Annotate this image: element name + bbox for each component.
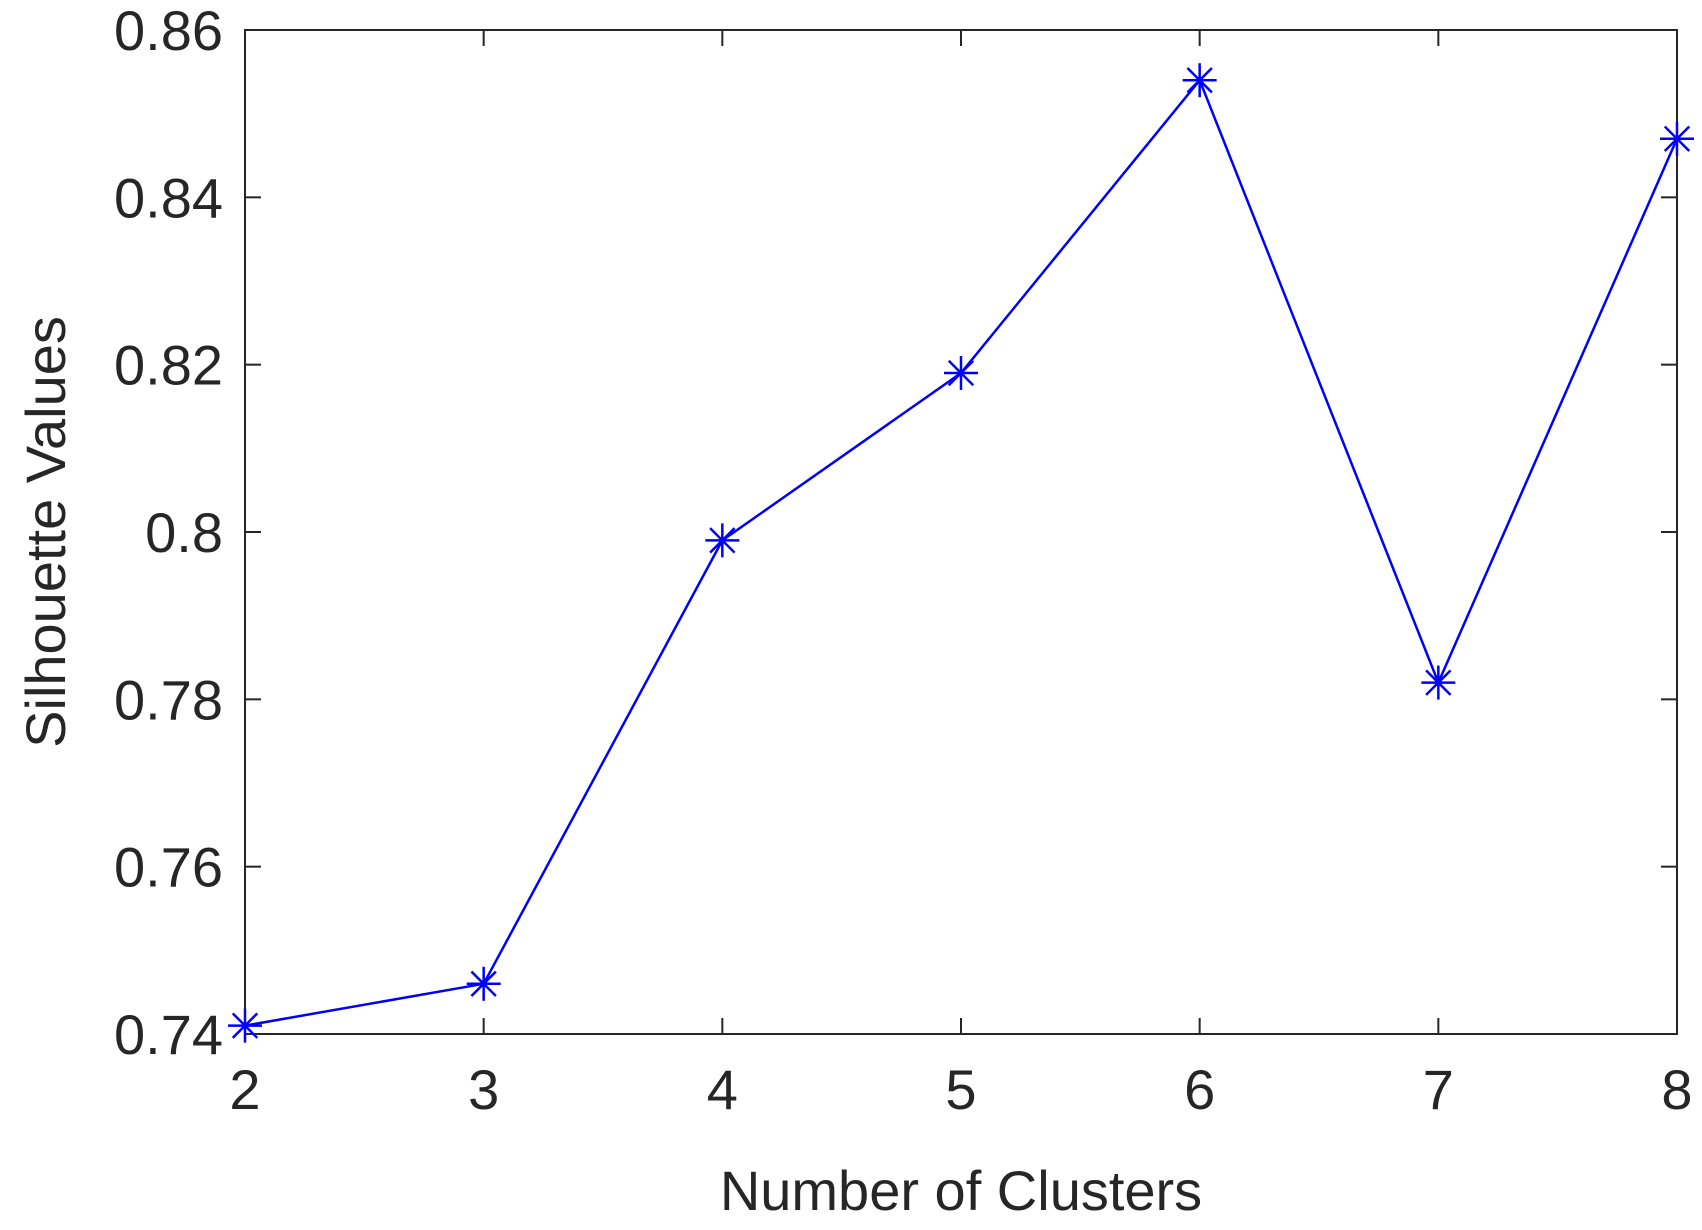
- data-point-8: [1660, 121, 1694, 156]
- data-point-5: [944, 356, 978, 391]
- asterisk-stroke: [1425, 669, 1452, 696]
- x-tick-label-2: 2: [229, 1058, 260, 1121]
- x-tick-label-8: 8: [1661, 1058, 1692, 1121]
- x-tick-label-6: 6: [1184, 1058, 1215, 1121]
- series-line-0: [244, 77, 1679, 1027]
- y-tick-label-2: 0.78: [114, 668, 223, 731]
- y-tick-label-0: 0.74: [114, 1003, 223, 1066]
- asterisk-stroke: [231, 1012, 259, 1039]
- data-point-3: [466, 966, 501, 1001]
- y-tick-label-3: 0.8: [145, 501, 223, 564]
- y-tick-label-5: 0.84: [114, 166, 223, 229]
- ticks-layer: 2 3 4 5 6 7 8 0.74 0.76 0.78 0.8 0.82 0.84 0.86: [114, 0, 1693, 1121]
- x-tick-label-3: 3: [468, 1058, 499, 1121]
- x-tick-label-5: 5: [945, 1058, 976, 1121]
- x-tick-label-4: 4: [707, 1058, 738, 1121]
- data-point-6: [1182, 63, 1217, 98]
- asterisk-stroke: [1186, 67, 1213, 94]
- series-layer: [228, 63, 1694, 1043]
- y-tick-label-1: 0.76: [114, 836, 223, 899]
- asterisk-stroke: [947, 359, 975, 387]
- x-tick-label-7: 7: [1423, 1058, 1454, 1121]
- y-axis-title: Silhouette Values: [14, 316, 77, 748]
- asterisk-stroke: [1663, 125, 1691, 152]
- data-point-4: [705, 523, 740, 558]
- x-axis-title: Number of Clusters: [720, 1159, 1202, 1222]
- data-point-7: [1421, 665, 1456, 700]
- y-tick-label-6: 0.86: [114, 0, 223, 62]
- asterisk-stroke: [709, 527, 736, 554]
- asterisk-stroke: [470, 970, 497, 997]
- y-tick-label-4: 0.82: [114, 334, 223, 397]
- plot-frame: [244, 29, 1678, 1035]
- data-point-2: [228, 1008, 262, 1043]
